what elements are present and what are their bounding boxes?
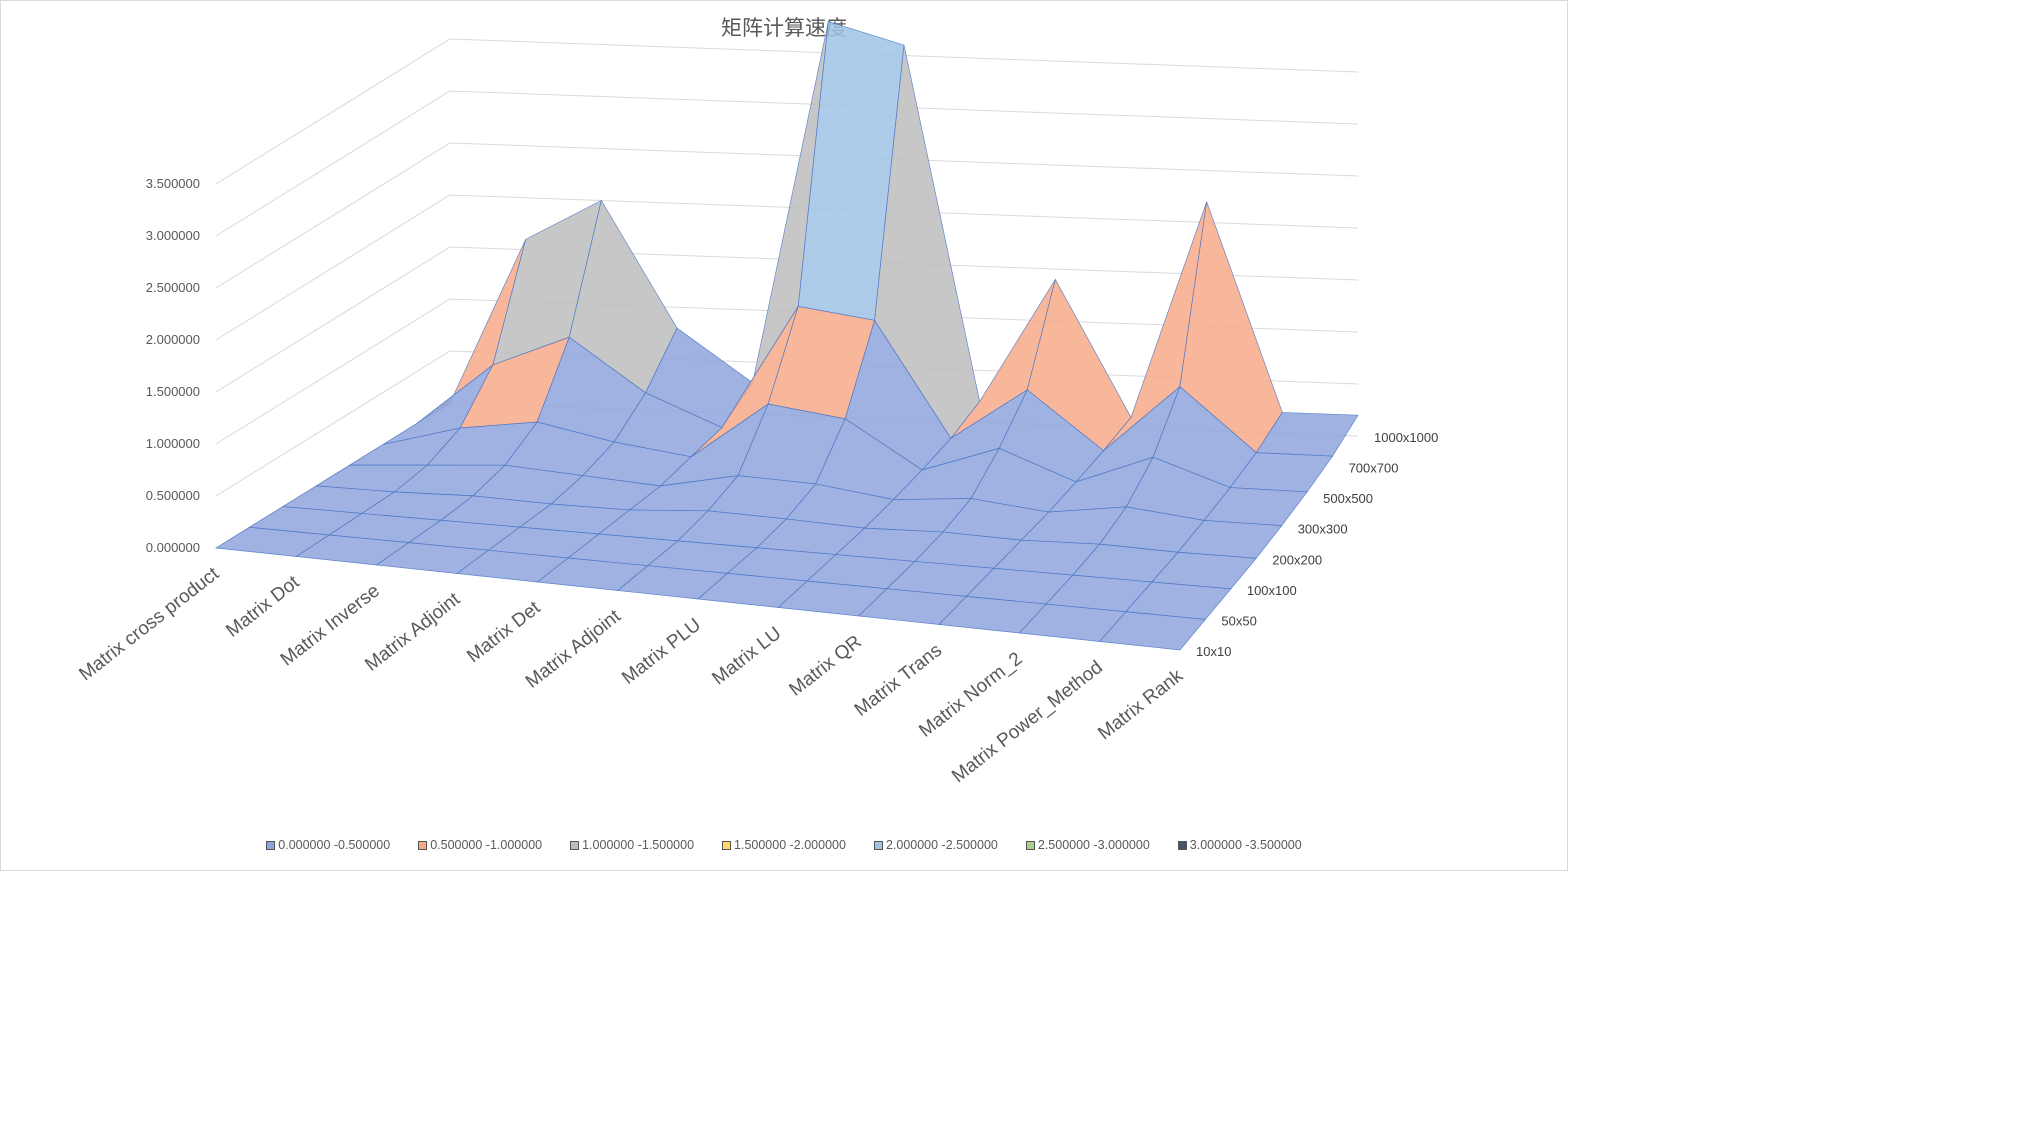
legend-swatch	[570, 841, 580, 850]
gridline	[215, 246, 1359, 393]
chart-title: 矩阵计算速度	[721, 17, 847, 40]
z-tick-label: 1.500000	[146, 384, 200, 399]
gridline	[215, 142, 1359, 289]
legend-swatch	[418, 841, 428, 850]
surface-cell	[1098, 611, 1207, 651]
legend-swatch	[1025, 841, 1035, 850]
gridline	[215, 194, 1359, 341]
y-category-label: 10x10	[1196, 644, 1231, 659]
gridlines	[215, 38, 1359, 549]
legend-label: 2.000000 -2.500000	[885, 838, 998, 852]
y-category-label: 700x700	[1349, 461, 1399, 476]
legend-item: 1.500000 -2.000000	[722, 838, 846, 852]
legend-item: 1.000000 -1.500000	[570, 838, 694, 852]
legend-item: 3.000000 -3.500000	[1177, 838, 1302, 852]
legend-swatch	[873, 841, 883, 850]
z-tick-label: 2.000000	[146, 332, 200, 347]
z-tick-label: 3.500000	[146, 176, 200, 191]
y-category-label: 50x50	[1221, 613, 1256, 628]
x-category-label: Matrix Power_Method	[948, 657, 1107, 787]
y-category-label: 300x300	[1298, 522, 1348, 537]
legend-label: 0.000000 -0.500000	[278, 838, 391, 852]
legend-label: 2.500000 -3.000000	[1037, 838, 1150, 852]
legend-swatch	[266, 841, 276, 850]
x-category-label: Matrix PLU	[618, 614, 705, 688]
z-tick-label: 0.000000	[146, 540, 200, 555]
z-tick-label: 1.000000	[146, 436, 200, 451]
surface-chart: 0.000000 0.500000 1.000000 1.500000 2.000000…	[75, 21, 1438, 787]
x-category-label: Matrix Dot	[222, 571, 304, 641]
z-tick-label: 0.500000	[146, 488, 200, 503]
x-category-label: Matrix Trans	[851, 640, 946, 721]
legend-item: 0.500000 -1.000000	[418, 838, 542, 852]
gridline	[215, 90, 1359, 237]
y-category-label: 500x500	[1323, 491, 1373, 506]
legend-label: 1.500000 -2.000000	[734, 838, 846, 852]
y-category-label: 1000x1000	[1374, 430, 1438, 445]
legend-label: 3.000000 -3.500000	[1189, 838, 1302, 852]
x-category-label: Matrix Rank	[1094, 665, 1187, 744]
legend-swatch	[722, 841, 732, 850]
x-category-label: Matrix QR	[785, 631, 865, 700]
x-category-label: Matrix Det	[463, 597, 545, 667]
gridline	[215, 38, 1359, 185]
legend-item: 0.000000 -0.500000	[266, 838, 390, 852]
legend: 0.000000 -0.500000 0.500000 -1.000000 1.00…	[0, 838, 1568, 852]
x-category-label: Matrix LU	[708, 623, 785, 690]
surface-plot	[214, 21, 1359, 651]
x-category-label: Matrix cross product	[75, 563, 223, 685]
z-tick-label: 3.000000	[146, 228, 200, 243]
z-tick-label: 2.500000	[146, 280, 200, 295]
legend-label: 1.000000 -1.500000	[582, 838, 695, 852]
legend-swatch	[1177, 841, 1187, 850]
legend-label: 0.500000 -1.000000	[430, 838, 543, 852]
legend-item: 2.000000 -2.500000	[873, 838, 998, 852]
y-category-label: 200x200	[1272, 552, 1322, 567]
legend-item: 2.500000 -3.000000	[1025, 838, 1150, 852]
y-category-label: 100x100	[1247, 583, 1297, 598]
